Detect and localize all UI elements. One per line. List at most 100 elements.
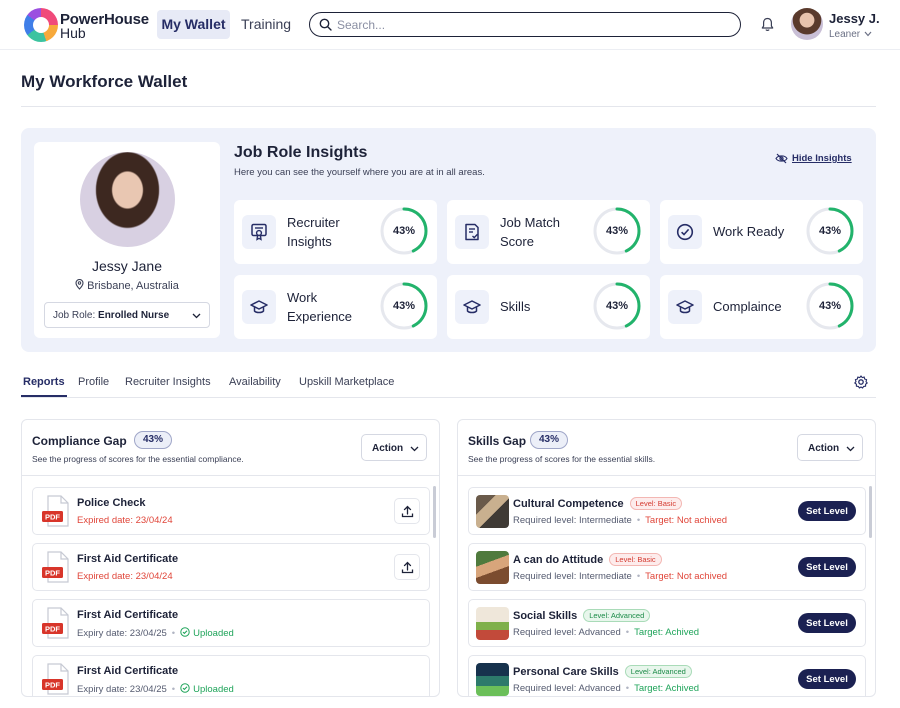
separator-dot: • bbox=[625, 627, 630, 638]
page-title: My Workforce Wallet bbox=[21, 72, 188, 91]
skill-requirement: Required level: Intermediate • Target: Not… bbox=[513, 571, 727, 582]
check-circle-icon bbox=[676, 223, 694, 241]
job-role-select[interactable]: Job Role: Enrolled Nurse bbox=[44, 302, 210, 328]
insight-percent: 43% bbox=[392, 225, 416, 237]
upload-icon bbox=[401, 561, 414, 574]
progress-ring bbox=[806, 282, 854, 330]
upload-button[interactable] bbox=[394, 554, 420, 580]
job-role-label-text: Job Role: bbox=[53, 310, 96, 321]
skills-gap-subtitle: See the progress of scores for the essen… bbox=[468, 454, 656, 464]
progress-ring bbox=[593, 207, 641, 255]
insight-percent: 43% bbox=[818, 225, 842, 237]
skills-action-button[interactable]: Action bbox=[797, 434, 863, 461]
skill-item-row[interactable]: Cultural Competence Level: Basic Required … bbox=[468, 487, 866, 535]
insight-card[interactable]: Complaince 43% bbox=[660, 275, 863, 339]
compliance-percent-badge: 43% bbox=[134, 431, 173, 449]
insight-label-line2: Insights bbox=[287, 234, 332, 249]
check-circle-icon bbox=[180, 627, 190, 637]
compliance-item-row[interactable]: PDF First Aid Certificate Expiry date: 23/… bbox=[32, 655, 430, 696]
brand-name: PowerHouse bbox=[60, 11, 149, 28]
insight-icon-tile bbox=[242, 215, 276, 249]
insight-label-line2: Experience bbox=[287, 309, 353, 324]
separator-dot: • bbox=[636, 515, 641, 526]
compliance-gap-title: Compliance Gap bbox=[32, 434, 127, 448]
set-level-button[interactable]: Set Level bbox=[798, 557, 856, 577]
top-navigation-bar: PowerHouse Hub My Wallet Training Jessy … bbox=[0, 0, 900, 50]
bell-icon[interactable] bbox=[761, 17, 774, 32]
insight-card[interactable]: Skills 43% bbox=[447, 275, 650, 339]
powerhouse-logo-icon[interactable] bbox=[24, 8, 58, 42]
settings-gear-icon[interactable] bbox=[854, 375, 868, 389]
compliance-action-button[interactable]: Action bbox=[361, 434, 427, 461]
compliance-item-title: First Aid Certificate bbox=[77, 609, 179, 621]
insight-icon-tile bbox=[668, 290, 702, 324]
skill-item-row[interactable]: Social Skills Level: Advanced Required lev… bbox=[468, 599, 866, 647]
skill-title: A can do Attitude bbox=[513, 554, 604, 566]
separator-dot: • bbox=[636, 571, 641, 582]
target-status: Target: Achived bbox=[634, 683, 700, 694]
brand-subname: Hub bbox=[60, 25, 86, 41]
compliance-gap-subtitle: See the progress of scores for the essen… bbox=[32, 454, 244, 464]
compliance-gap-panel: Compliance Gap 43% See the progress of s… bbox=[21, 419, 440, 697]
skill-item-row[interactable]: A can do Attitude Level: Basic Required le… bbox=[468, 543, 866, 591]
compliance-item-status: Expiry date: 23/04/25 • Uploaded bbox=[77, 627, 234, 639]
nav-training[interactable]: Training bbox=[241, 16, 292, 32]
graduation-cap-icon bbox=[250, 300, 268, 314]
profile-name: Jessy Jane bbox=[91, 258, 163, 274]
chevron-down-icon bbox=[846, 446, 855, 452]
insights-title: Job Role Insights bbox=[234, 144, 368, 161]
compliance-item-status: Expired date: 23/04/24 bbox=[77, 515, 173, 526]
tab-reports[interactable]: Reports bbox=[23, 376, 65, 388]
required-level: Required level: Intermediate bbox=[513, 571, 632, 582]
upload-button[interactable] bbox=[394, 498, 420, 524]
user-name[interactable]: Jessy J. bbox=[829, 11, 880, 26]
compliance-item-row[interactable]: PDF First Aid Certificate Expired date: 23… bbox=[32, 543, 430, 591]
search-input[interactable] bbox=[337, 16, 727, 33]
tab-recruiter-insights[interactable]: Recruiter Insights bbox=[125, 376, 211, 388]
tab-upskill-marketplace[interactable]: Upskill Marketplace bbox=[299, 376, 395, 388]
compliance-item-title: First Aid Certificate bbox=[77, 665, 179, 677]
chevron-down-icon[interactable] bbox=[864, 31, 872, 37]
skills-percent-badge: 43% bbox=[530, 431, 569, 449]
profile-location: Brisbane, Australia bbox=[34, 278, 220, 292]
skill-item-row[interactable]: Personal Care Skills Level: Advanced Requi… bbox=[468, 655, 866, 696]
progress-ring-fill bbox=[593, 207, 641, 255]
progress-ring-fill bbox=[806, 207, 854, 255]
insight-icon-tile bbox=[455, 290, 489, 324]
insight-label: Complaince bbox=[713, 297, 782, 316]
pdf-file-icon: PDF bbox=[42, 495, 69, 527]
uploaded-status: Uploaded bbox=[193, 628, 234, 639]
insight-label: Skills bbox=[500, 297, 530, 316]
insight-card[interactable]: Work Experience 43% bbox=[234, 275, 437, 339]
expiry-date: Expiry date: 23/04/25 bbox=[77, 628, 167, 639]
insight-percent: 43% bbox=[818, 300, 842, 312]
svg-text:PDF: PDF bbox=[45, 569, 60, 578]
user-avatar[interactable] bbox=[791, 8, 823, 40]
eye-off-icon[interactable] bbox=[775, 153, 788, 164]
progress-ring-fill bbox=[593, 282, 641, 330]
insight-card[interactable]: Job Match Score 43% bbox=[447, 200, 650, 264]
action-label: Action bbox=[808, 443, 840, 454]
nav-my-wallet[interactable]: My Wallet bbox=[157, 10, 230, 39]
tab-availability[interactable]: Availability bbox=[229, 376, 281, 388]
insight-card[interactable]: Recruiter Insights 43% bbox=[234, 200, 437, 264]
set-level-button[interactable]: Set Level bbox=[798, 501, 856, 521]
insight-card[interactable]: Work Ready 43% bbox=[660, 200, 863, 264]
search-bar[interactable] bbox=[309, 12, 741, 37]
required-level: Required level: Advanced bbox=[513, 627, 621, 638]
scrollbar[interactable] bbox=[433, 486, 436, 538]
compliance-item-row[interactable]: PDF Police Check Expired date: 23/04/24 bbox=[32, 487, 430, 535]
user-role[interactable]: Leaner bbox=[829, 29, 861, 40]
skill-level-badge: Level: Advanced bbox=[583, 609, 651, 622]
set-level-button[interactable]: Set Level bbox=[798, 613, 856, 633]
scrollbar[interactable] bbox=[869, 486, 872, 538]
set-level-button[interactable]: Set Level bbox=[798, 669, 856, 689]
skill-thumbnail bbox=[476, 551, 509, 584]
tab-profile[interactable]: Profile bbox=[78, 376, 110, 388]
divider bbox=[21, 106, 876, 107]
search-icon bbox=[319, 18, 332, 31]
compliance-item-row[interactable]: PDF First Aid Certificate Expiry date: 23/… bbox=[32, 599, 430, 647]
active-tab-indicator bbox=[21, 395, 67, 397]
hide-insights-link[interactable]: Hide Insights bbox=[792, 153, 852, 164]
progress-ring-fill bbox=[380, 207, 428, 255]
